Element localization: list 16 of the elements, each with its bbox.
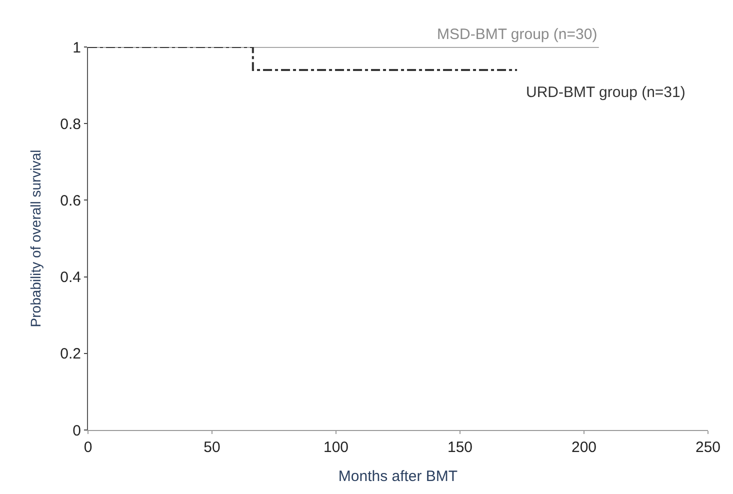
x-tick-label: 150 — [447, 439, 473, 456]
y-tick-label: 0.2 — [60, 346, 81, 363]
series-label: URD-BMT group (n=31) — [526, 84, 686, 101]
x-axis-title: Months after BMT — [338, 468, 458, 485]
y-tick-label: 0.6 — [60, 192, 81, 210]
y-tick-label: 0.8 — [60, 116, 81, 133]
series-label: MSD-BMT group (n=30) — [437, 26, 598, 43]
y-tick-label: 0 — [72, 422, 81, 440]
x-tick-label: 0 — [84, 439, 92, 456]
y-tick-label: 1 — [72, 39, 81, 56]
x-tick-label: 50 — [204, 439, 220, 456]
x-tick-label: 250 — [695, 439, 721, 456]
x-tick-label: 200 — [571, 439, 597, 456]
x-tick-label: 100 — [323, 439, 349, 456]
y-axis-title: Probability of overall survival — [28, 150, 44, 328]
y-tick-label: 0.4 — [60, 269, 81, 286]
